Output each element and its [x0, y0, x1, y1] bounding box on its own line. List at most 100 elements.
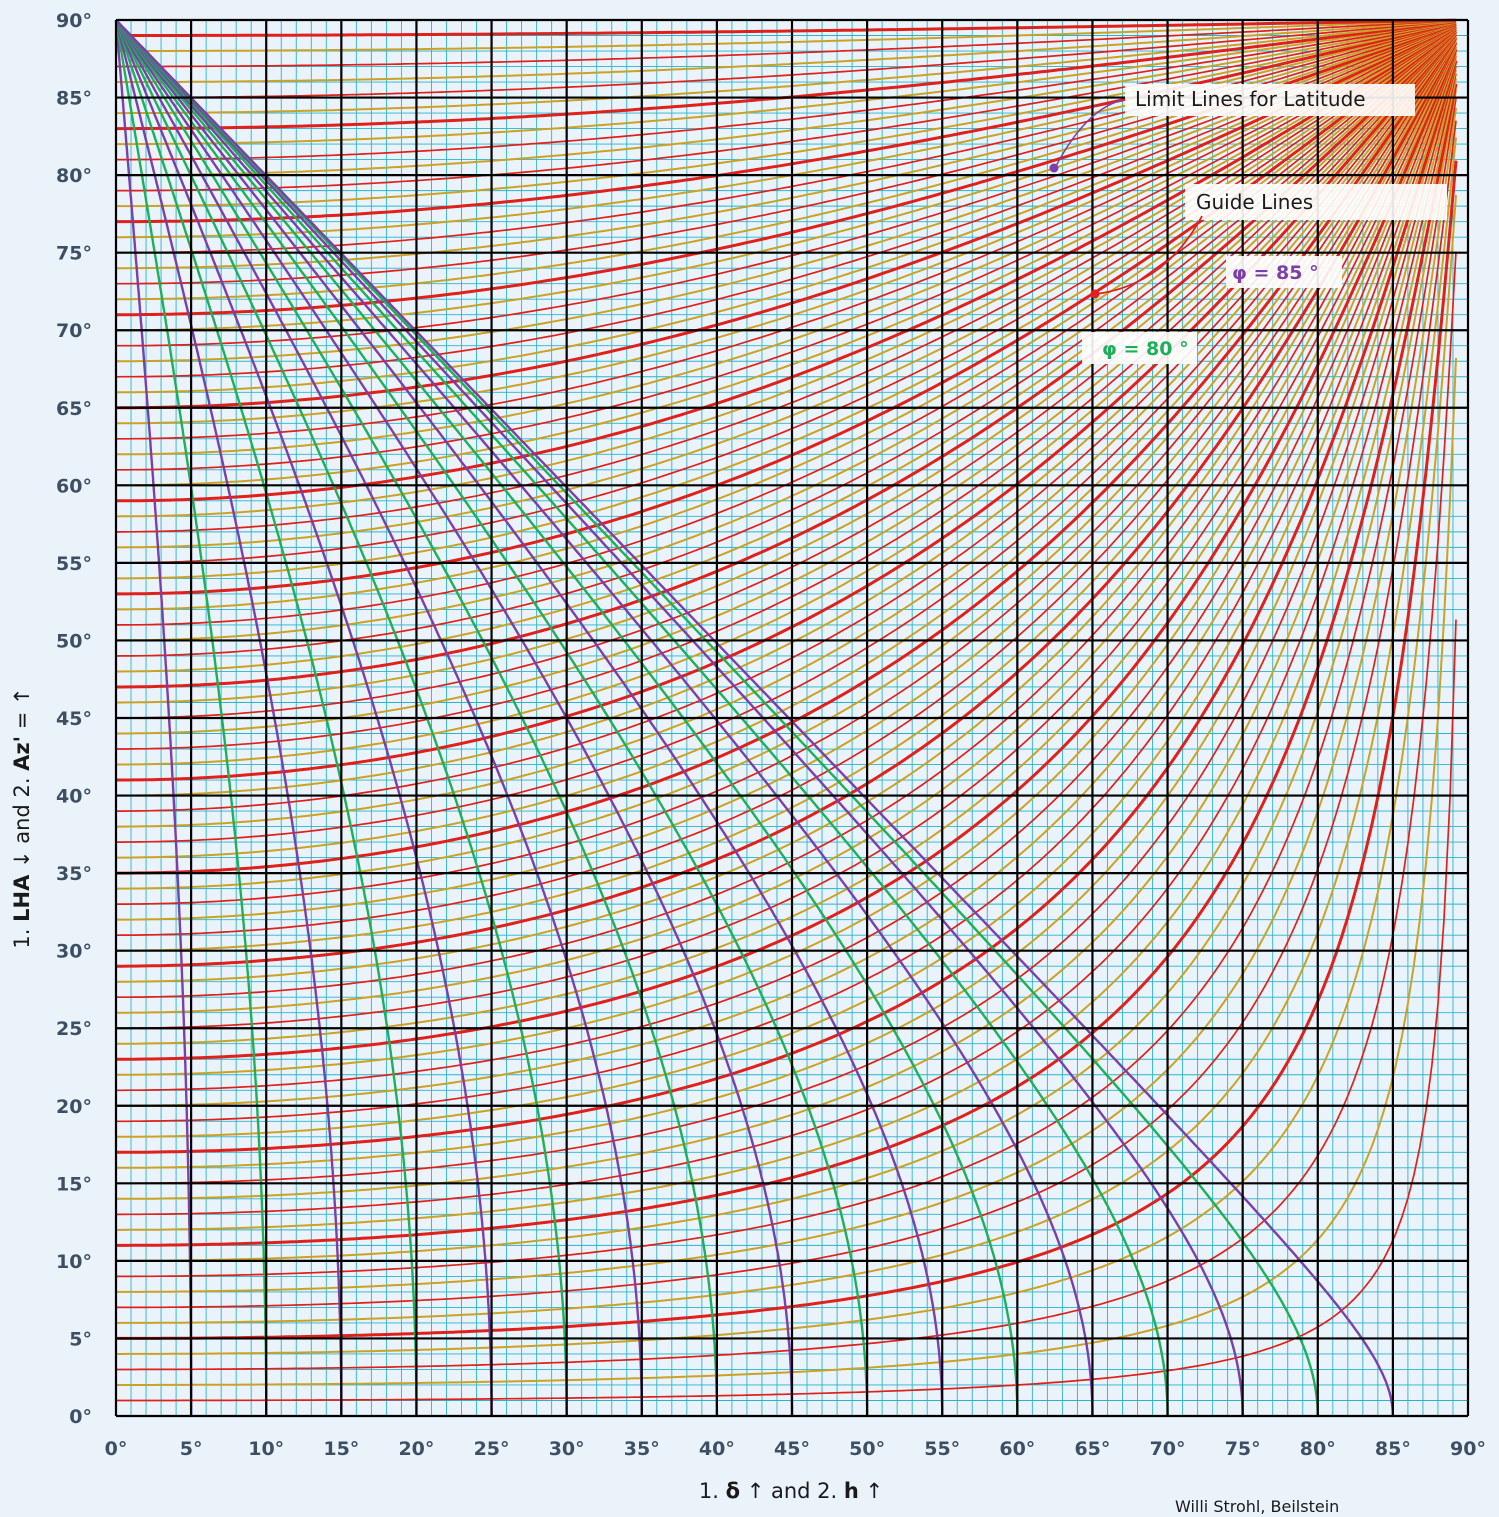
guide-line-17 [116, 60, 1458, 1154]
x-tick-label: 90° [1450, 1438, 1486, 1460]
annotation-limit-lines-box [1125, 84, 1415, 116]
y-tick-label: 25° [56, 1018, 92, 1040]
x-tick-label: 15° [323, 1438, 359, 1460]
guide-line-27 [116, 43, 1457, 999]
annotation-guide-lines: Guide Lines [1090, 184, 1447, 299]
y-axis-title-part: ↓ and 2. [10, 771, 34, 875]
guide-line-20 [116, 53, 1457, 1107]
y-tick-label: 90° [56, 10, 92, 32]
x-tick-labels: 0° 5° 10° 15° 20° 25° 30° 35° 40° 45° 50° 55° 60° 65°… [105, 1438, 1486, 1460]
guide-line-33 [116, 38, 1457, 905]
y-tick-label: 10° [56, 1251, 92, 1273]
y-tick-label: 65° [56, 398, 92, 420]
annotation-guide-lines-box [1185, 184, 1447, 220]
x-axis-title-part: ↑ and 2. [740, 1479, 844, 1503]
x-tick-label: 40° [699, 1438, 735, 1460]
y-tick-label: 40° [56, 786, 92, 808]
guide-line-29 [116, 41, 1458, 968]
y-tick-label: 50° [56, 630, 92, 652]
major-grid [114, 18, 1470, 1418]
guide-line-15 [116, 66, 1457, 1185]
y-tick-label: 70° [56, 320, 92, 342]
guide-line-59 [116, 26, 1457, 503]
annotation-phi-80-box [1082, 332, 1197, 364]
guide-line-21 [116, 52, 1457, 1092]
x-tick-label: 35° [624, 1438, 660, 1460]
guide-line-67 [115, 24, 1457, 378]
x-tick-label: 25° [474, 1438, 510, 1460]
y-tick-label: 85° [56, 88, 92, 110]
guide-line-3 [116, 251, 1457, 1371]
guide-line-46 [116, 31, 1457, 704]
guide-line-82 [116, 20, 1457, 146]
guide-line-78 [116, 21, 1457, 208]
x-axis-title-part: ↑ [859, 1479, 883, 1503]
y-tick-label: 60° [56, 475, 92, 497]
guide-line-79 [116, 21, 1457, 192]
guide-line-2 [116, 357, 1457, 1386]
annotation-limit-lines-dot [1049, 163, 1059, 173]
y-axis-title-lha: LHA [10, 874, 34, 922]
guide-line-24 [116, 47, 1457, 1045]
x-tick-label: 0° [105, 1438, 128, 1460]
guide-line-62 [116, 25, 1457, 456]
x-tick-label: 65° [1074, 1438, 1110, 1460]
guide-line-86 [116, 19, 1457, 83]
x-axis-title-delta: δ [726, 1479, 740, 1503]
y-axis-title-part: = ↑ [10, 687, 34, 736]
y-tick-label: 30° [56, 941, 92, 963]
annotation-phi-85-box [1226, 256, 1342, 288]
guide-line-28 [116, 42, 1457, 983]
guide-line-1 [116, 619, 1457, 1402]
guide-line-31 [115, 40, 1457, 937]
guide-line-65 [116, 24, 1457, 410]
guide-line-89 [116, 18, 1457, 37]
x-tick-label: 85° [1375, 1438, 1411, 1460]
guide-line-60 [116, 26, 1457, 487]
y-axis-title-az: Az' [10, 736, 34, 771]
x-tick-label: 80° [1300, 1438, 1336, 1460]
annotation-phi-80-text: φ = 80 ° [1102, 338, 1189, 360]
y-tick-label: 55° [56, 553, 92, 575]
annotation-phi-85: φ = 85 ° [1226, 256, 1342, 288]
y-tick-label: 0° [69, 1406, 92, 1428]
guide-line-32 [116, 39, 1457, 921]
guide-line-14 [116, 69, 1457, 1200]
y-tick-labels: 0° 5° 10° 15° 20° 25° 30° 35° 40° 45° 50° 55° 60° 65°… [56, 10, 92, 1428]
y-tick-label: 80° [56, 165, 92, 187]
guide-line-84 [116, 20, 1457, 115]
y-axis-title: 1. LHA ↓ and 2. Az' = ↑ [10, 687, 34, 948]
guide-line-22 [115, 50, 1457, 1076]
x-tick-label: 60° [999, 1438, 1035, 1460]
guide-line-11 [116, 83, 1458, 1247]
x-axis-title: 1. δ ↑ and 2. h ↑ [699, 1479, 883, 1503]
guide-line-25 [116, 46, 1457, 1030]
x-tick-label: 10° [248, 1438, 284, 1460]
y-tick-label: 45° [56, 708, 92, 730]
guide-line-58 [115, 26, 1457, 518]
x-axis-title-h: h [844, 1479, 859, 1503]
x-tick-label: 20° [398, 1438, 434, 1460]
guide-line-45 [116, 31, 1457, 719]
x-tick-label: 50° [849, 1438, 885, 1460]
guide-line-80 [116, 21, 1457, 177]
guide-line-38 [116, 35, 1457, 828]
y-tick-label: 15° [56, 1173, 92, 1195]
y-tick-label: 20° [56, 1096, 92, 1118]
y-tick-label: 5° [69, 1328, 92, 1350]
guide-line-77 [116, 21, 1457, 224]
guide-line-85 [116, 20, 1457, 99]
guide-line-61 [116, 26, 1457, 471]
guide-line-36 [116, 36, 1457, 859]
credit: Willi Strohl, Beilstein [1175, 1497, 1339, 1516]
guide-line-56 [116, 27, 1457, 549]
guide-line-16 [116, 62, 1457, 1169]
x-tick-label: 55° [924, 1438, 960, 1460]
guide-line-13 [116, 73, 1457, 1216]
guide-line-26 [116, 44, 1457, 1014]
x-tick-label: 45° [774, 1438, 810, 1460]
x-tick-label: 70° [1150, 1438, 1186, 1460]
x-tick-label: 30° [549, 1438, 585, 1460]
y-tick-label: 75° [56, 243, 92, 265]
